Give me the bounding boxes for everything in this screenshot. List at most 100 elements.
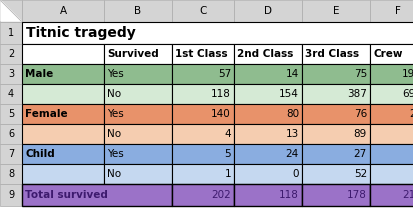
Bar: [369, 0, 413, 22]
Bar: [301, 84, 369, 104]
Text: 3: 3: [8, 69, 14, 79]
Text: 4: 4: [224, 129, 230, 139]
Bar: [104, 104, 171, 124]
Text: 57: 57: [217, 69, 230, 79]
Text: 27: 27: [353, 149, 366, 159]
Bar: [171, 124, 233, 144]
Text: Yes: Yes: [107, 109, 123, 119]
Text: 2nd Class: 2nd Class: [236, 49, 293, 59]
Text: 13: 13: [285, 129, 298, 139]
Bar: [301, 164, 369, 184]
Bar: [171, 144, 233, 164]
Bar: [22, 124, 104, 144]
Text: 1st Class: 1st Class: [175, 49, 227, 59]
Text: C: C: [199, 6, 206, 16]
Bar: [301, 104, 369, 124]
Text: Male: Male: [25, 69, 53, 79]
Bar: [22, 0, 104, 22]
Bar: [0, 104, 22, 124]
Text: 75: 75: [353, 69, 366, 79]
Text: Female: Female: [25, 109, 67, 119]
Text: 178: 178: [346, 190, 366, 200]
Bar: [171, 184, 233, 206]
Text: Crew: Crew: [372, 49, 401, 59]
Bar: [171, 164, 233, 184]
Text: 140: 140: [211, 109, 230, 119]
Text: 192: 192: [401, 69, 413, 79]
Bar: [369, 124, 413, 144]
Text: 3rd Class: 3rd Class: [304, 49, 358, 59]
Bar: [233, 64, 301, 84]
Text: 693: 693: [401, 89, 413, 99]
Bar: [0, 144, 22, 164]
Bar: [0, 124, 22, 144]
Text: Child: Child: [25, 149, 55, 159]
Text: 24: 24: [285, 149, 298, 159]
Text: 52: 52: [353, 169, 366, 179]
Bar: [369, 144, 413, 164]
Bar: [22, 84, 104, 104]
Bar: [171, 104, 233, 124]
Bar: [233, 104, 301, 124]
Bar: [301, 0, 369, 22]
Text: Yes: Yes: [107, 69, 123, 79]
Bar: [22, 22, 413, 44]
Bar: [301, 64, 369, 84]
Bar: [369, 164, 413, 184]
Text: D: D: [263, 6, 271, 16]
Bar: [0, 84, 22, 104]
Text: 5: 5: [8, 109, 14, 119]
Text: 1: 1: [8, 28, 14, 38]
Polygon shape: [1, 1, 21, 21]
Text: 14: 14: [285, 69, 298, 79]
Text: 4: 4: [8, 89, 14, 99]
Text: 1: 1: [224, 169, 230, 179]
Bar: [22, 44, 104, 64]
Bar: [0, 64, 22, 84]
Bar: [233, 0, 301, 22]
Bar: [22, 164, 104, 184]
Bar: [369, 104, 413, 124]
Bar: [22, 184, 171, 206]
Text: 7: 7: [8, 149, 14, 159]
Bar: [369, 184, 413, 206]
Text: No: No: [107, 129, 121, 139]
Text: Total survived: Total survived: [25, 190, 108, 200]
Bar: [369, 44, 413, 64]
Bar: [104, 144, 171, 164]
Bar: [233, 124, 301, 144]
Bar: [369, 84, 413, 104]
Bar: [104, 124, 171, 144]
Bar: [22, 144, 104, 164]
Text: 118: 118: [211, 89, 230, 99]
Text: 387: 387: [346, 89, 366, 99]
Text: 0: 0: [292, 169, 298, 179]
Text: 154: 154: [278, 89, 298, 99]
Bar: [104, 84, 171, 104]
Bar: [171, 84, 233, 104]
Bar: [22, 104, 104, 124]
Text: 2: 2: [8, 49, 14, 59]
Bar: [171, 64, 233, 84]
Bar: [104, 0, 171, 22]
Bar: [0, 22, 22, 44]
Bar: [233, 44, 301, 64]
Text: 80: 80: [285, 109, 298, 119]
Text: 20: 20: [408, 109, 413, 119]
Bar: [104, 64, 171, 84]
Text: E: E: [332, 6, 338, 16]
Text: 76: 76: [353, 109, 366, 119]
Text: 202: 202: [211, 190, 230, 200]
Bar: [233, 144, 301, 164]
Text: No: No: [107, 89, 121, 99]
Text: Survived: Survived: [107, 49, 158, 59]
Bar: [171, 44, 233, 64]
Text: Yes: Yes: [107, 149, 123, 159]
Bar: [171, 0, 233, 22]
Text: 6: 6: [8, 129, 14, 139]
Bar: [0, 164, 22, 184]
Bar: [233, 84, 301, 104]
Bar: [0, 44, 22, 64]
Bar: [233, 164, 301, 184]
Bar: [369, 64, 413, 84]
